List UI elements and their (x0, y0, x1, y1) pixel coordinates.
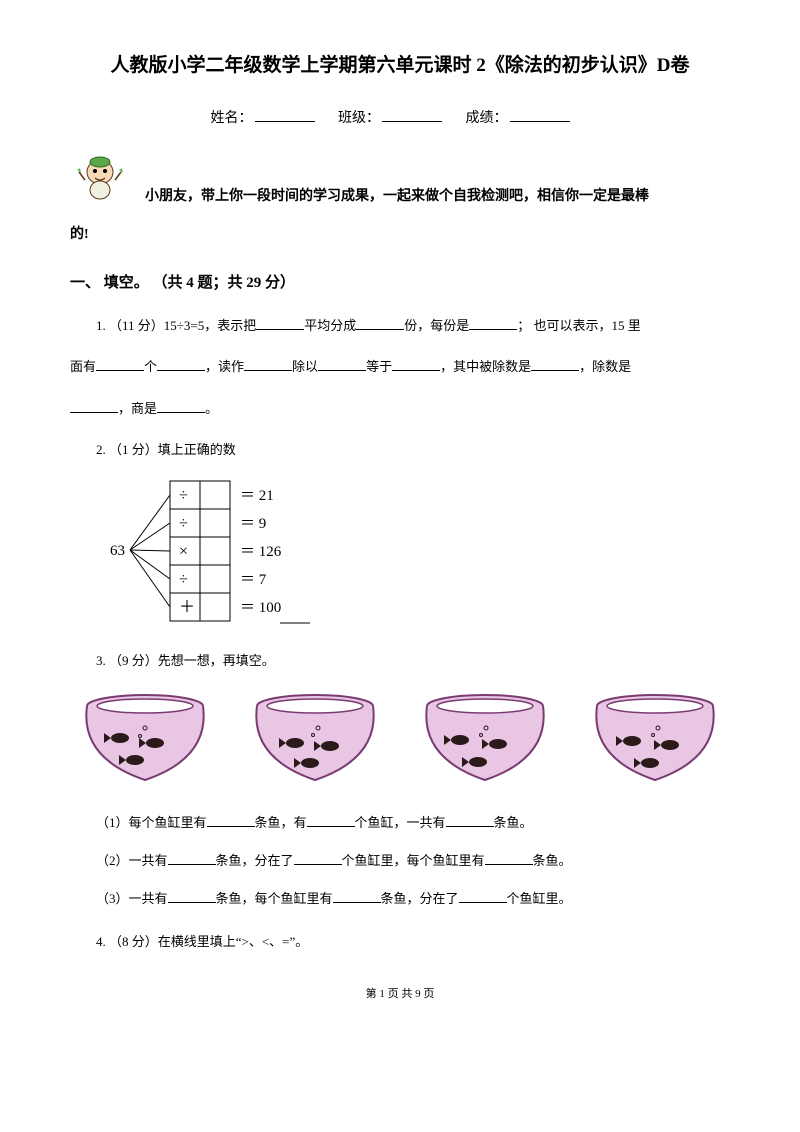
q1-blank[interactable] (392, 358, 440, 371)
fishbowl-icon (70, 688, 220, 788)
svg-text:÷: ÷ (179, 571, 188, 588)
q2-diagram: 63 ÷ ÷ × ÷ ＋ ＝ 21 ＝ 9 ＝ 126 ＝ 7 ＝ 100 (100, 475, 730, 630)
svg-text:÷: ÷ (179, 515, 188, 532)
class-blank[interactable] (382, 107, 442, 122)
page-footer: 第 1 页 共 9 页 (70, 985, 730, 1001)
q3-sub2: （2）一共有条鱼，分在了个鱼缸里，每个鱼缸里有条鱼。 (70, 844, 730, 878)
worksheet-page: 人教版小学二年级数学上学期第六单元课时 2《除法的初步认识》D卷 姓名： 班级：… (0, 0, 800, 1031)
svg-text:÷: ÷ (179, 487, 188, 504)
page-title: 人教版小学二年级数学上学期第六单元课时 2《除法的初步认识》D卷 (70, 50, 730, 77)
q1-blank[interactable] (244, 358, 292, 371)
svg-text:＝ 126: ＝ 126 (240, 544, 282, 560)
q1-blank[interactable] (356, 317, 404, 330)
score-label: 成绩： (466, 111, 508, 126)
svg-text:＋: ＋ (179, 599, 195, 616)
q1-text: 1. （11 分）15÷3=5，表示把 (96, 318, 256, 333)
intro-line2: 的! (70, 218, 730, 252)
question-1: 1. （11 分）15÷3=5，表示把平均分成份，每份是； 也可以表示，15 里 (70, 310, 730, 341)
section-1-heading: 一、 填空。 （共 4 题；共 29 分） (70, 271, 730, 292)
q1-blank[interactable] (531, 358, 579, 371)
question-1-line2: 面有个，读作除以等于，其中被除数是，除数是 (70, 351, 730, 382)
q1-blank[interactable] (318, 358, 366, 371)
fishbowl-row (70, 688, 730, 788)
diagram-hub: 63 (110, 543, 125, 559)
blank[interactable] (485, 852, 533, 865)
q3-sub1: （1）每个鱼缸里有条鱼，有个鱼缸，一共有条鱼。 (70, 806, 730, 840)
q1-blank[interactable] (157, 400, 205, 413)
svg-text:＝ 100: ＝ 100 (240, 600, 281, 616)
svg-text:×: × (179, 543, 188, 560)
fishbowl-icon (240, 688, 390, 788)
q1-blank[interactable] (70, 400, 118, 413)
question-2: 2. （1 分）填上正确的数 (70, 434, 730, 465)
question-1-line3: ，商是。 (70, 393, 730, 424)
intro-line1: 小朋友，带上你一段时间的学习成果，一起来做个自我检测吧，相信你一定是最棒 (145, 152, 649, 214)
blank[interactable] (307, 814, 355, 827)
intro-row: 小朋友，带上你一段时间的学习成果，一起来做个自我检测吧，相信你一定是最棒 (70, 152, 730, 214)
question-4: 4. （8 分）在横线里填上“>、<、=”。 (70, 926, 730, 957)
question-3: 3. （9 分）先想一想，再填空。 (70, 645, 730, 676)
svg-text:＝ 7: ＝ 7 (240, 572, 267, 588)
blank[interactable] (207, 814, 255, 827)
blank[interactable] (168, 890, 216, 903)
student-info-line: 姓名： 班级： 成绩： (70, 107, 730, 127)
q1-blank[interactable] (469, 317, 517, 330)
score-blank[interactable] (510, 107, 570, 122)
name-blank[interactable] (255, 107, 315, 122)
fishbowl-icon (580, 688, 730, 788)
blank[interactable] (294, 852, 342, 865)
blank[interactable] (333, 890, 381, 903)
blank[interactable] (168, 852, 216, 865)
blank[interactable] (459, 890, 507, 903)
q1-blank[interactable] (96, 358, 144, 371)
svg-text:＝ 9: ＝ 9 (240, 516, 266, 532)
mascot-icon (75, 152, 125, 202)
fishbowl-icon (410, 688, 560, 788)
q1-blank[interactable] (256, 317, 304, 330)
name-label: 姓名： (211, 111, 253, 126)
q3-sub3: （3）一共有条鱼，每个鱼缸里有条鱼，分在了个鱼缸里。 (70, 882, 730, 916)
blank[interactable] (446, 814, 494, 827)
svg-text:＝ 21: ＝ 21 (240, 488, 274, 504)
q1-blank[interactable] (157, 358, 205, 371)
class-label: 班级： (338, 111, 380, 126)
